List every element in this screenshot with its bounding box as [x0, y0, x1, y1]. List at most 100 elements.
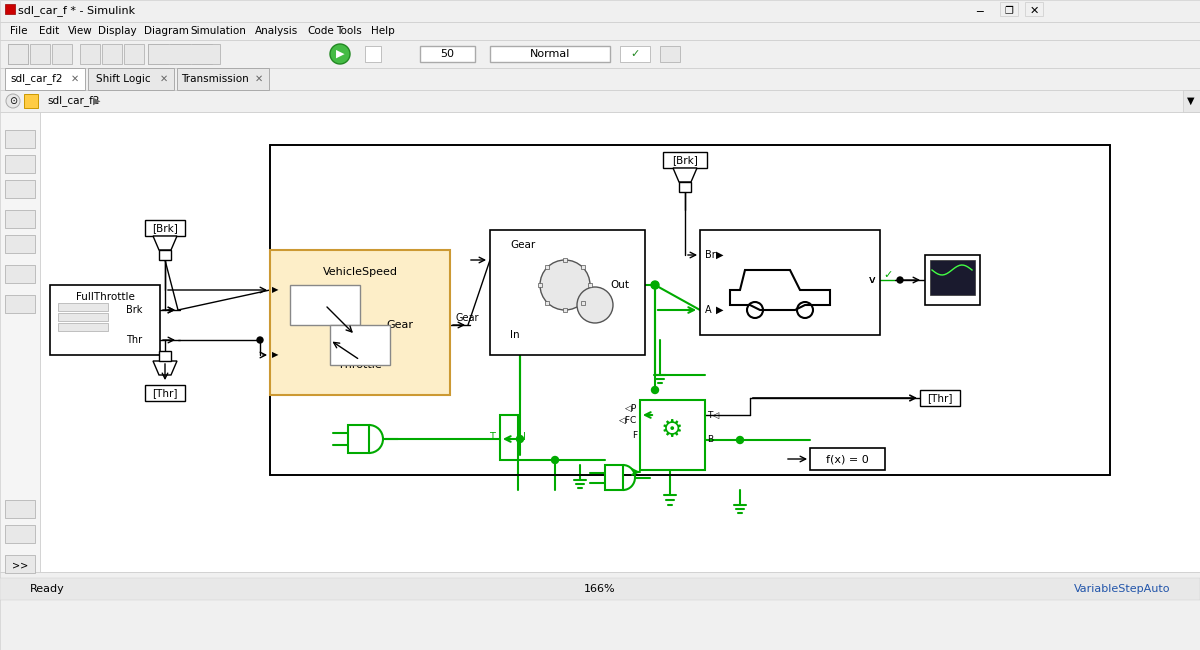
FancyBboxPatch shape — [0, 22, 1200, 40]
Circle shape — [540, 260, 590, 310]
Text: F: F — [632, 430, 637, 439]
Text: VariableStepAuto: VariableStepAuto — [1074, 584, 1170, 594]
Polygon shape — [154, 361, 178, 375]
FancyBboxPatch shape — [490, 46, 610, 62]
Text: ✕: ✕ — [160, 74, 168, 84]
Text: T◁: T◁ — [707, 411, 719, 419]
FancyBboxPatch shape — [581, 301, 584, 305]
FancyBboxPatch shape — [8, 44, 28, 64]
Text: File: File — [10, 26, 28, 36]
Text: ✓: ✓ — [630, 49, 640, 59]
Text: B: B — [707, 436, 713, 445]
Text: Gear: Gear — [386, 320, 414, 330]
Text: f(x) = 0: f(x) = 0 — [826, 454, 869, 464]
FancyBboxPatch shape — [5, 4, 14, 14]
FancyBboxPatch shape — [145, 385, 185, 401]
FancyBboxPatch shape — [88, 68, 174, 90]
FancyBboxPatch shape — [5, 155, 35, 173]
FancyBboxPatch shape — [5, 180, 35, 198]
Text: [Thr]: [Thr] — [152, 388, 178, 398]
FancyBboxPatch shape — [920, 390, 960, 406]
Text: I: I — [523, 432, 526, 443]
FancyBboxPatch shape — [588, 283, 592, 287]
Text: ─: ─ — [977, 6, 983, 16]
Text: sdl_car_f * - Simulink: sdl_car_f * - Simulink — [18, 6, 136, 16]
Text: Ready: Ready — [30, 584, 65, 594]
Text: Shift Logic: Shift Logic — [96, 74, 150, 84]
FancyBboxPatch shape — [290, 285, 360, 325]
Text: Throttle: Throttle — [338, 360, 382, 370]
FancyBboxPatch shape — [660, 46, 680, 62]
FancyBboxPatch shape — [1025, 2, 1043, 16]
FancyBboxPatch shape — [500, 415, 518, 460]
FancyBboxPatch shape — [58, 303, 108, 311]
FancyBboxPatch shape — [545, 265, 550, 269]
Text: A: A — [706, 305, 712, 315]
FancyBboxPatch shape — [5, 295, 35, 313]
Text: VehicleSpeed: VehicleSpeed — [323, 267, 397, 277]
FancyBboxPatch shape — [270, 250, 450, 395]
FancyBboxPatch shape — [30, 44, 50, 64]
Text: ▶: ▶ — [716, 250, 724, 260]
Text: ✕: ✕ — [254, 74, 263, 84]
Text: ▶: ▶ — [336, 49, 344, 59]
Text: ▼: ▼ — [1187, 96, 1195, 106]
Text: ◁P: ◁P — [625, 404, 637, 413]
FancyBboxPatch shape — [40, 112, 1200, 572]
FancyBboxPatch shape — [145, 220, 185, 236]
Text: ▶: ▶ — [94, 96, 101, 106]
Text: Brk: Brk — [126, 305, 142, 315]
FancyBboxPatch shape — [563, 308, 568, 312]
Text: v: v — [869, 275, 875, 285]
Text: sdl_car_f2: sdl_car_f2 — [47, 96, 100, 107]
Circle shape — [552, 456, 558, 463]
FancyBboxPatch shape — [102, 44, 122, 64]
Text: [Thr]: [Thr] — [928, 393, 953, 403]
FancyBboxPatch shape — [52, 44, 72, 64]
Circle shape — [652, 387, 659, 393]
Text: 50: 50 — [440, 49, 454, 59]
Text: View: View — [68, 26, 94, 36]
Text: ▶: ▶ — [716, 305, 724, 315]
Text: ✕: ✕ — [71, 74, 79, 84]
Circle shape — [330, 44, 350, 64]
Circle shape — [257, 337, 263, 343]
FancyBboxPatch shape — [365, 46, 382, 62]
Text: ◁FC: ◁FC — [619, 415, 637, 424]
FancyBboxPatch shape — [58, 313, 108, 321]
Text: Out: Out — [611, 280, 630, 290]
Text: 166%: 166% — [584, 584, 616, 594]
Text: sdl_car_f2: sdl_car_f2 — [11, 73, 64, 84]
FancyBboxPatch shape — [679, 182, 691, 192]
Text: [Brk]: [Brk] — [672, 155, 698, 165]
FancyBboxPatch shape — [5, 68, 85, 90]
FancyBboxPatch shape — [490, 230, 646, 355]
FancyBboxPatch shape — [0, 572, 1200, 650]
Text: [Brk]: [Brk] — [152, 223, 178, 233]
FancyBboxPatch shape — [58, 323, 108, 331]
Text: v: v — [869, 275, 875, 285]
FancyBboxPatch shape — [0, 40, 1200, 68]
Text: ▶: ▶ — [271, 350, 278, 359]
FancyBboxPatch shape — [810, 448, 886, 470]
Text: ⚙: ⚙ — [661, 418, 683, 442]
FancyBboxPatch shape — [545, 301, 550, 305]
FancyBboxPatch shape — [24, 94, 38, 108]
Text: Help: Help — [372, 26, 395, 36]
Text: ⊙: ⊙ — [8, 96, 17, 106]
Text: Code: Code — [307, 26, 334, 36]
FancyBboxPatch shape — [620, 46, 650, 62]
FancyBboxPatch shape — [5, 500, 35, 518]
FancyBboxPatch shape — [930, 260, 974, 295]
FancyBboxPatch shape — [1183, 90, 1200, 112]
FancyBboxPatch shape — [0, 0, 1200, 22]
Text: Tools: Tools — [336, 26, 362, 36]
FancyBboxPatch shape — [5, 210, 35, 228]
Text: Simulation: Simulation — [191, 26, 247, 36]
FancyBboxPatch shape — [348, 425, 370, 453]
FancyBboxPatch shape — [5, 555, 35, 573]
FancyBboxPatch shape — [5, 130, 35, 148]
FancyBboxPatch shape — [5, 235, 35, 253]
Text: Display: Display — [97, 26, 137, 36]
Text: Gear: Gear — [455, 313, 479, 323]
